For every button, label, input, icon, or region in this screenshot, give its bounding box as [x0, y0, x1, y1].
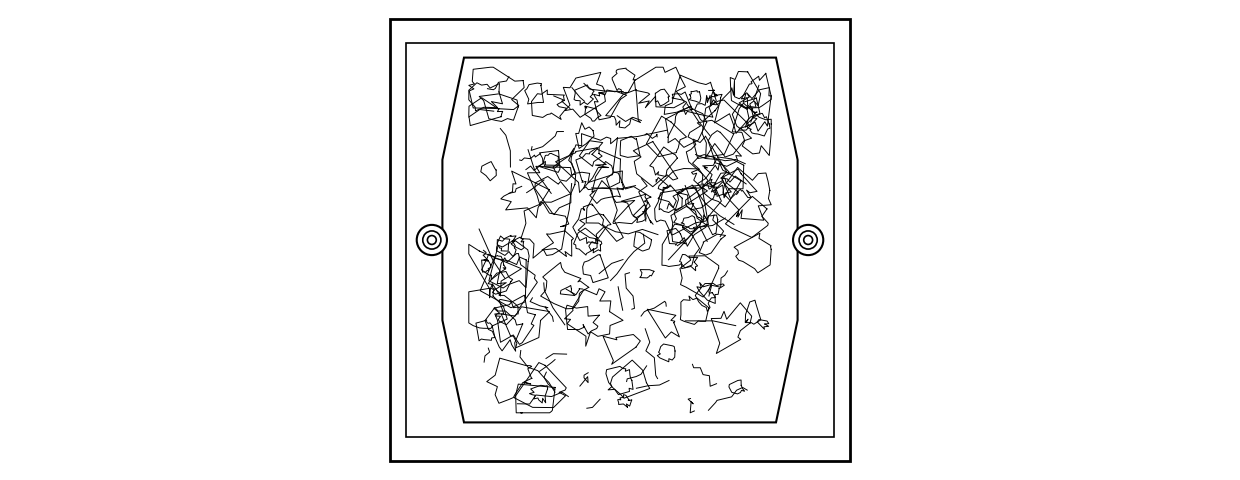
Circle shape [428, 236, 436, 244]
Polygon shape [443, 58, 797, 422]
Circle shape [799, 231, 817, 249]
Circle shape [417, 225, 446, 255]
Circle shape [804, 236, 812, 244]
Circle shape [794, 225, 823, 255]
Circle shape [423, 231, 441, 249]
Bar [407, 43, 833, 437]
